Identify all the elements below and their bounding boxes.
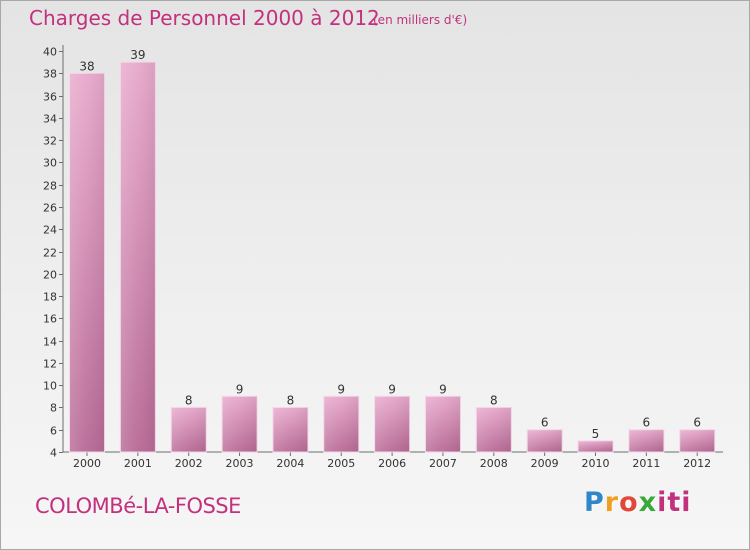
bar-highlight [374,396,410,452]
y-tick-label: 4 [50,447,57,460]
y-tick-label: 26 [43,202,57,215]
bar-layer [69,61,716,453]
x-tick-label: 2001 [124,457,152,470]
logo-letter: x [638,487,658,518]
label-layer: 4 6 8 10 12 14 16 18 20 22 24 26 28 30 32 34 36 38 40 2000 3… [43,46,711,471]
x-tick-label: 2004 [276,457,304,470]
y-tick-label: 34 [43,113,57,126]
data-label: 6 [541,416,549,430]
bar-highlight [578,440,613,452]
bar-highlight [476,407,512,452]
commune-name: COLOMBé-LA-FOSSE [35,494,241,518]
y-tick-label: 22 [43,247,57,260]
logo-letter: r [604,487,620,518]
x-tick-label: 2003 [226,457,254,470]
bar-highlight [272,407,308,452]
y-tick-label: 6 [50,425,57,438]
x-tick-label: 2000 [73,457,101,470]
x-tick-label: 2011 [632,457,660,470]
data-label: 9 [439,382,447,396]
y-tick-label: 32 [43,135,57,148]
y-tick-label: 38 [43,68,57,81]
bar-highlight [628,429,664,452]
data-label: 39 [130,48,145,62]
y-tick-label: 24 [43,224,57,237]
y-tick-label: 40 [43,46,57,59]
y-tick-label: 12 [43,358,57,371]
logo-letter: iti [657,487,692,518]
proxiti-logo[interactable]: Proxiti [584,487,692,518]
y-tick-label: 10 [43,380,57,393]
y-tick-label: 18 [43,291,57,304]
y-tick-label: 36 [43,91,57,104]
y-tick-label: 16 [43,313,57,326]
y-tick-label: 28 [43,180,57,193]
data-label: 38 [79,59,94,73]
x-tick-label: 2012 [683,457,711,470]
y-tick-label: 14 [43,336,57,349]
y-tick-label: 30 [43,157,57,170]
y-tick-label: 20 [43,269,57,282]
x-tick-label: 2006 [378,457,406,470]
bar-highlight [171,407,207,452]
data-label: 6 [643,416,651,430]
bar-highlight [679,429,715,452]
bar-highlight [69,73,105,453]
y-tick-label: 8 [50,402,57,415]
logo-letter: o [619,487,639,518]
data-label: 9 [337,382,345,396]
chart-subtitle: (en milliers d'€) [373,13,468,27]
data-label: 9 [388,382,396,396]
bar-highlight [323,396,359,452]
bar-highlight [425,396,461,452]
x-tick-label: 2010 [582,457,610,470]
x-tick-label: 2007 [429,457,457,470]
x-tick-label: 2002 [175,457,203,470]
logo-letter: P [584,487,605,518]
data-label: 8 [287,393,295,407]
data-label: 8 [490,393,498,407]
data-label: 6 [693,416,701,430]
data-label: 5 [592,427,600,441]
x-tick-label: 2008 [480,457,508,470]
bar-highlight [120,62,156,453]
x-tick-label: 2009 [531,457,559,470]
x-tick-label: 2005 [327,457,355,470]
chart-title: Charges de Personnel 2000 à 2012 [29,6,380,30]
bar-highlight [527,429,563,452]
bar-highlight [222,396,258,452]
data-label: 9 [236,382,244,396]
data-label: 8 [185,393,193,407]
